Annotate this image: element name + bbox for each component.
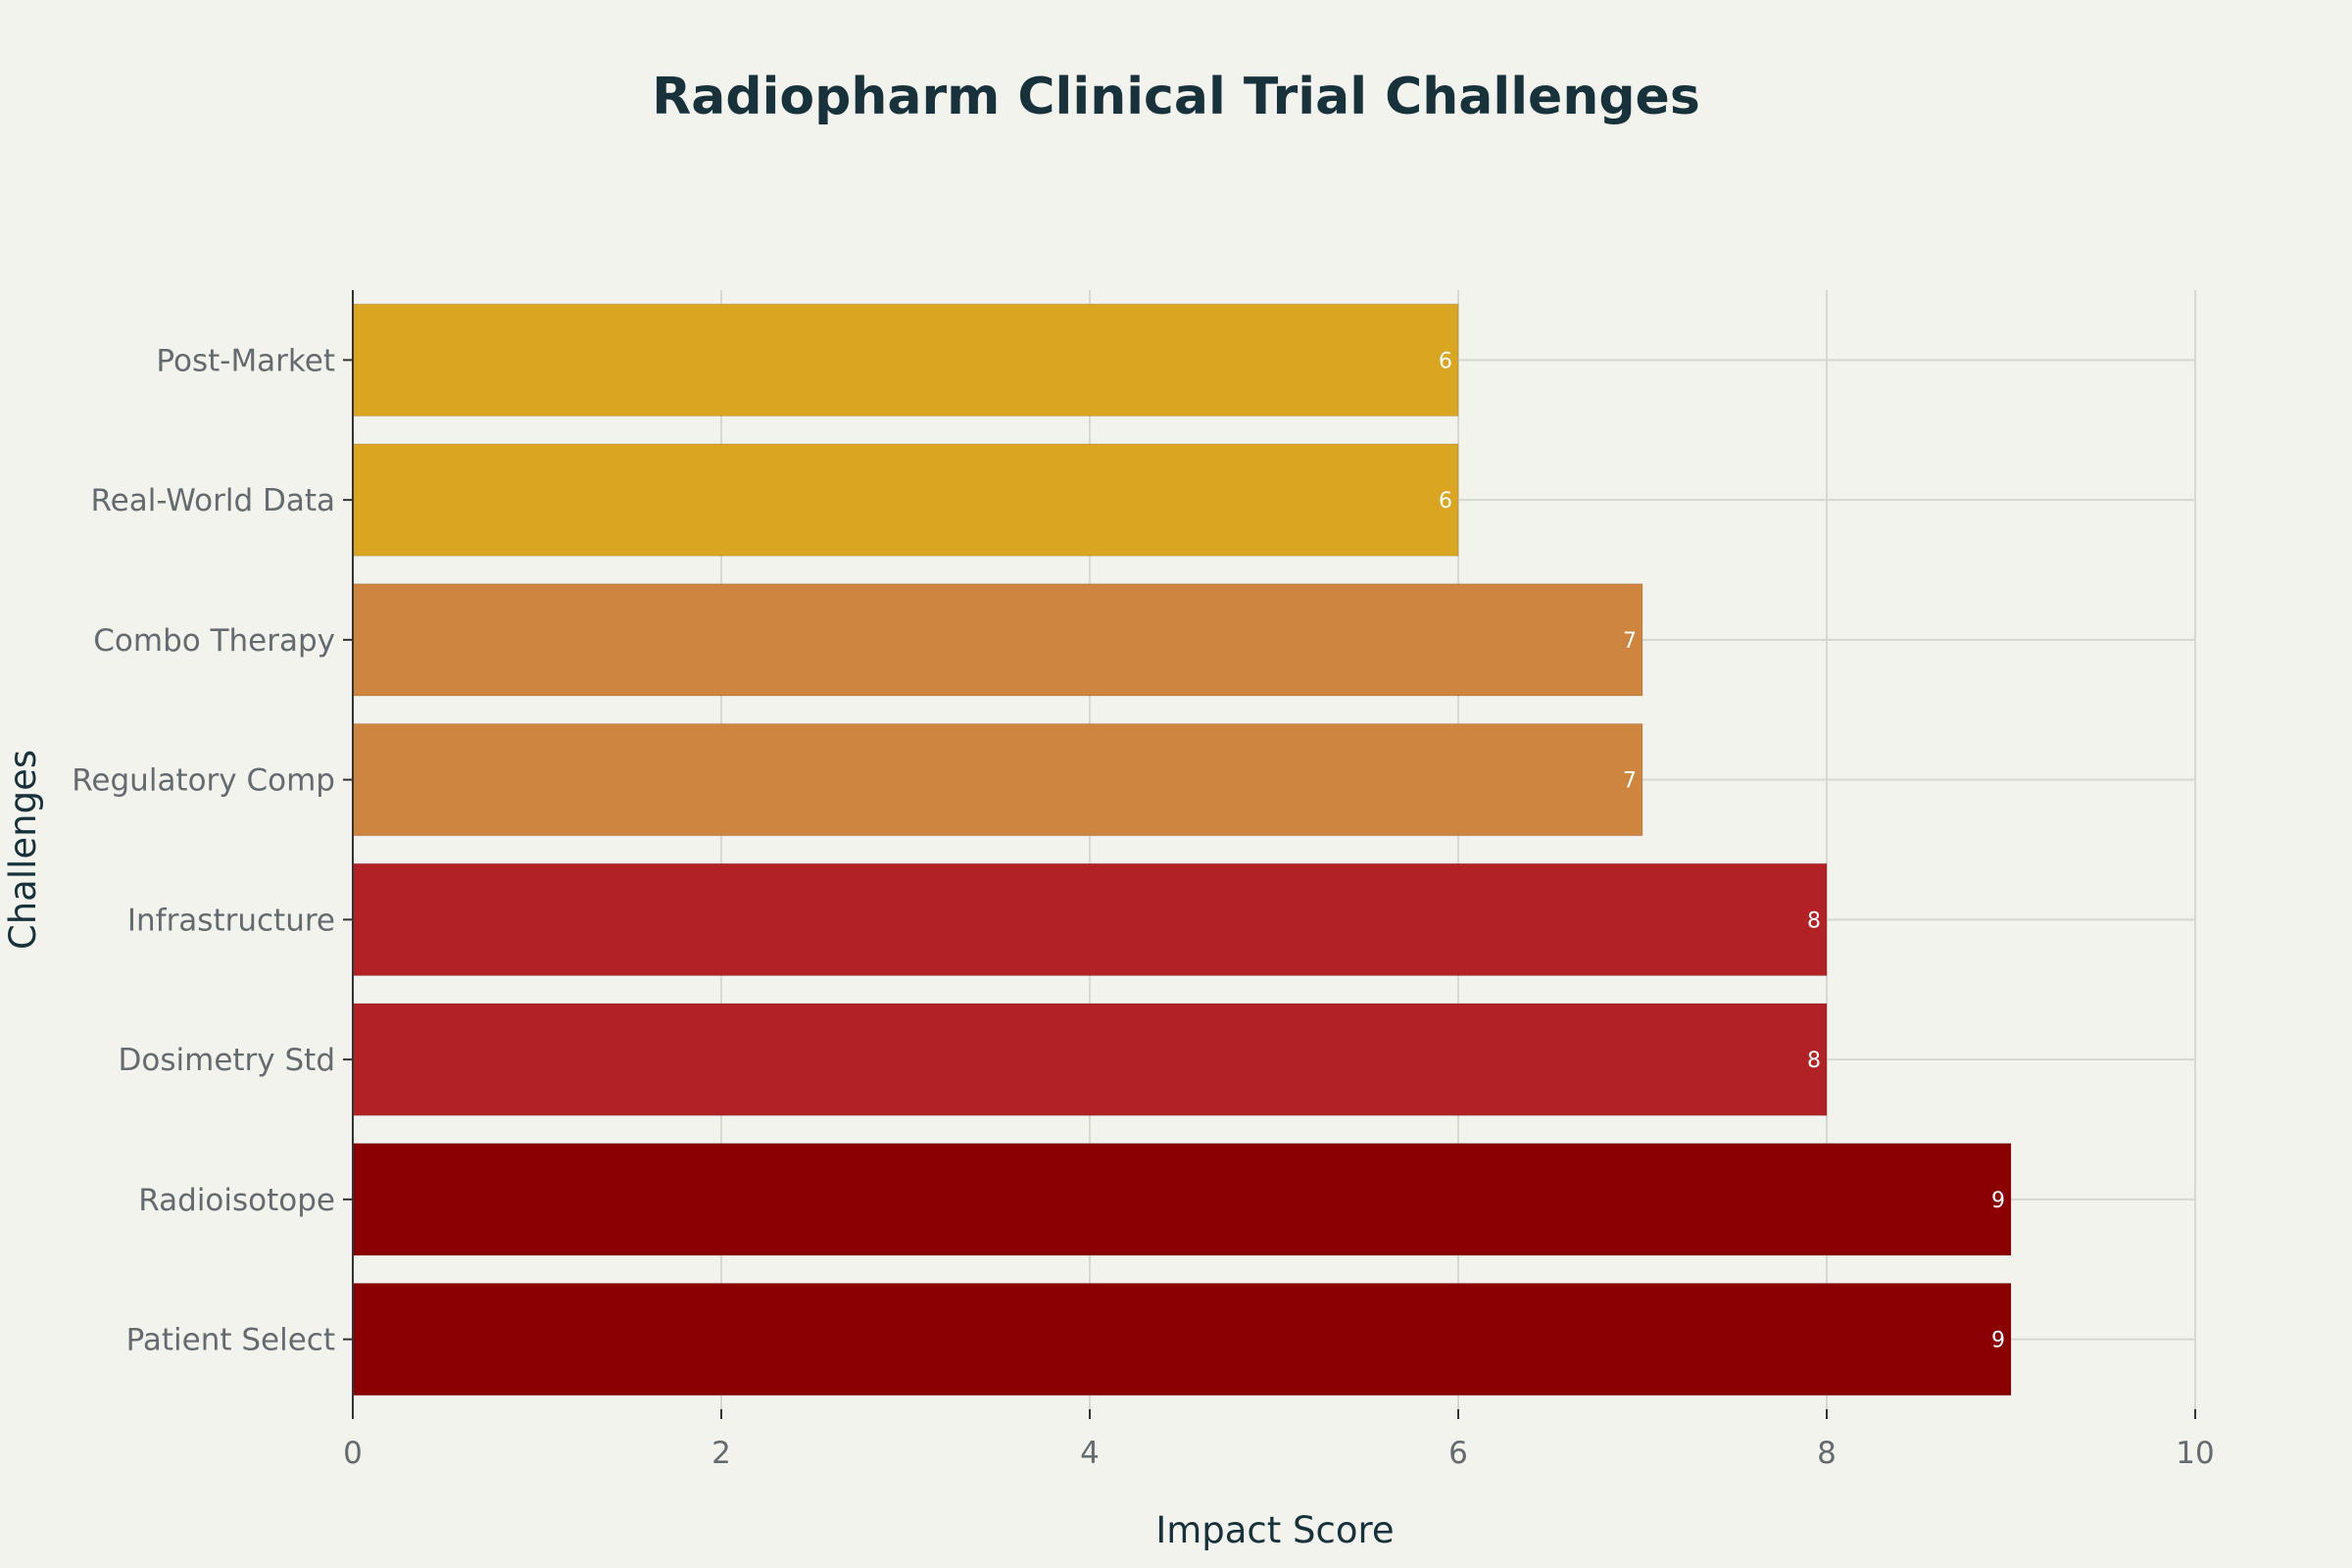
bar-value-label: 9 [1991,1329,2005,1353]
x-tick-label: 6 [1448,1436,1468,1471]
bar-value-label: 8 [1807,908,1821,933]
bar [352,862,1828,976]
bar [352,1283,2012,1396]
x-tick-label: 0 [343,1436,363,1471]
x-tick-label: 8 [1817,1436,1837,1471]
bar [352,1143,2012,1256]
bar-value-label: 6 [1439,489,1452,514]
y-category-label: Real-World Data [91,483,335,518]
y-category-label: Regulatory Comp [72,763,335,799]
bar [352,583,1643,697]
bar [352,303,1459,416]
y-category-label: Infrastructure [127,903,335,938]
bar-value-label: 8 [1807,1049,1821,1073]
bar-value-label: 7 [1623,629,1637,654]
bar-value-label: 7 [1623,769,1637,794]
bar [352,443,1459,557]
x-tick-label: 4 [1080,1436,1100,1471]
x-axis-title: Impact Score [1155,1509,1394,1551]
bar-value-label: 6 [1439,349,1452,373]
y-category-label: Patient Select [126,1323,335,1358]
bar [352,1003,1828,1116]
y-category-label: Combo Therapy [93,623,335,659]
bars: 9 9 8 8 7 7 6 6 [352,303,2012,1396]
x-tick-label: 2 [711,1436,731,1471]
y-category-label: Dosimetry Std [119,1043,335,1078]
bar [352,723,1643,837]
y-category-label: Radioisotope [138,1183,335,1218]
y-axis-title: Challenges [2,750,44,950]
axes: 0 2 4 6 8 10 Patient Select Radioisotope Dosimet… [72,290,2215,1471]
x-tick-label: 10 [2176,1436,2214,1471]
bar-value-label: 9 [1991,1189,2005,1213]
chart-title: Radiopharm Clinical Trial Challenges [652,68,1700,126]
y-category-label: Post-Market [156,343,335,378]
